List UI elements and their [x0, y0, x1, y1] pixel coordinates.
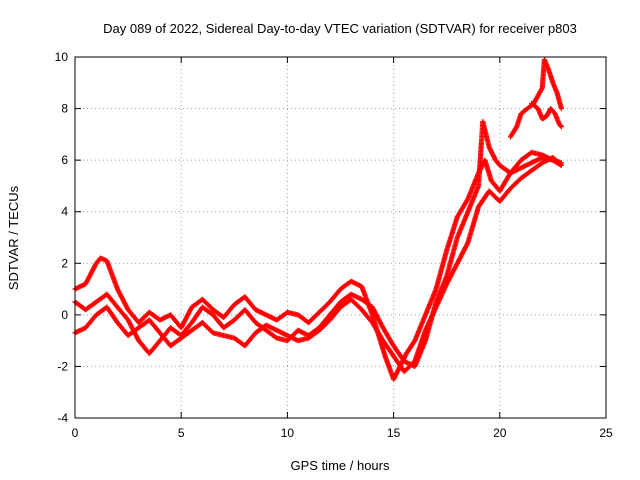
y-tick-label: 10 [55, 50, 69, 64]
y-tick-label: 2 [61, 256, 68, 270]
x-axis-label: GPS time / hours [291, 458, 390, 473]
y-tick-label: 0 [61, 308, 68, 322]
data-point [557, 161, 564, 168]
data-point [558, 123, 564, 129]
y-tick-label: 8 [61, 102, 68, 116]
y-tick-label: 4 [61, 205, 68, 219]
y-tick-label: 6 [61, 153, 68, 167]
x-axis: 0 5 10 15 20 25 [72, 57, 613, 440]
series-track-4 [507, 56, 564, 140]
y-tick-label: -4 [57, 411, 68, 425]
x-tick-label: 0 [72, 426, 79, 440]
x-tick-label: 5 [178, 426, 185, 440]
x-tick-label: 20 [493, 426, 507, 440]
data-point [558, 124, 564, 130]
x-tick-label: 15 [387, 426, 401, 440]
data-points [72, 56, 564, 382]
series-track-3 [72, 154, 564, 375]
data-point [558, 162, 564, 168]
y-axis: -4 -2 0 2 4 6 8 10 [55, 50, 606, 425]
y-axis-label: SDTVAR / TECUs [6, 185, 21, 290]
plot-frame [74, 56, 607, 419]
x-tick-label: 25 [599, 426, 613, 440]
series-track-5 [529, 100, 564, 130]
grid-lines [75, 57, 606, 418]
series-track-1 [72, 149, 564, 382]
data-point [558, 105, 564, 112]
chart-title: Day 089 of 2022, Sidereal Day-to-day VTE… [103, 21, 577, 36]
y-tick-label: -2 [57, 359, 68, 373]
data-point [273, 334, 279, 340]
x-tick-label: 10 [281, 426, 295, 440]
